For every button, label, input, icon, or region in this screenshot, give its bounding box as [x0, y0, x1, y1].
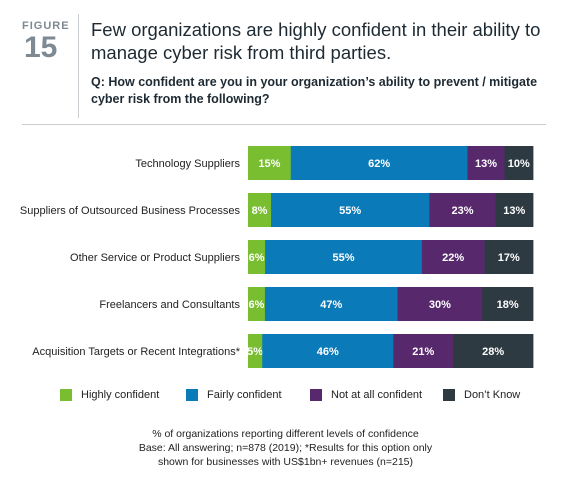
chart-footnote: % of organizations reporting different l…	[0, 427, 571, 469]
chart-legend: Highly confident Fairly confident Not at…	[0, 389, 571, 409]
survey-question: Q: How confident are you in your organiz…	[91, 75, 538, 106]
legend-label-highly-confident: Highly confident	[81, 389, 160, 401]
legend-swatch-not-at-all-confident	[310, 389, 322, 401]
chart-title: Few organizations are highly confident i…	[91, 19, 541, 63]
bar-segment-highly-confident	[248, 146, 292, 180]
data-label-highly-confident: 8%	[252, 205, 268, 217]
bar-segment-not-at-all-confident	[421, 240, 485, 274]
bar-segment-fairly-confident	[264, 287, 398, 321]
bar-segment-fairly-confident	[265, 240, 423, 274]
bar-segment-not-at-all-confident	[393, 334, 454, 368]
data-label-highly-confident: 15%	[258, 158, 280, 170]
bar-segment-not-at-all-confident	[429, 193, 496, 227]
data-label-don-t-know: 10%	[508, 158, 530, 170]
legend-swatch-dont-know	[443, 389, 455, 401]
bar-segment-fairly-confident	[262, 334, 394, 368]
bar-segment-don-t-know	[495, 193, 534, 227]
category-label: Freelancers and Consultants	[99, 299, 240, 311]
figure-number: 15	[24, 31, 58, 64]
legend-label-fairly-confident: Fairly confident	[207, 389, 282, 401]
data-label-don-t-know: 28%	[482, 346, 504, 358]
bar-segment-highly-confident	[248, 287, 266, 321]
bar-segment-fairly-confident	[271, 193, 430, 227]
data-label-not-at-all-confident: 13%	[475, 158, 497, 170]
legend-swatch-highly-confident	[60, 389, 72, 401]
legend-item-fairly-confident: Fairly confident	[186, 389, 282, 401]
data-label-fairly-confident: 46%	[317, 346, 339, 358]
data-label-fairly-confident: 55%	[332, 252, 354, 264]
category-label: Acquisition Targets or Recent Integratio…	[32, 346, 240, 358]
bar-segment-not-at-all-confident	[467, 146, 505, 180]
data-label-not-at-all-confident: 23%	[451, 205, 473, 217]
header-divider-horizontal	[22, 124, 546, 125]
data-label-don-t-know: 13%	[503, 205, 525, 217]
category-label: Suppliers of Outsourced Business Process…	[20, 205, 241, 217]
data-label-highly-confident: 6%	[249, 252, 265, 264]
bar-segment-fairly-confident	[290, 146, 468, 180]
legend-swatch-fairly-confident	[186, 389, 198, 401]
header-divider-vertical	[78, 14, 79, 118]
bar-segment-highly-confident	[248, 193, 272, 227]
data-label-not-at-all-confident: 22%	[442, 252, 464, 264]
bar-segment-highly-confident	[248, 240, 266, 274]
stacked-bar-chart: Technology Suppliers 15% 62% 13% 10% Supplier…	[20, 146, 534, 368]
legend-label-dont-know: Don’t Know	[464, 389, 521, 401]
data-label-highly-confident: 6%	[249, 299, 265, 311]
bar-segment-don-t-know	[482, 287, 534, 321]
data-label-fairly-confident: 47%	[320, 299, 342, 311]
legend-label-not-at-all-confident: Not at all confident	[331, 389, 423, 401]
bar-segment-don-t-know	[504, 146, 534, 180]
data-label-not-at-all-confident: 30%	[429, 299, 451, 311]
legend-item-not-at-all-confident: Not at all confident	[310, 389, 422, 401]
data-label-fairly-confident: 62%	[368, 158, 390, 170]
data-label-fairly-confident: 55%	[339, 205, 361, 217]
legend-item-dont-know: Don’t Know	[443, 389, 520, 401]
data-label-not-at-all-confident: 21%	[412, 346, 434, 358]
footnote-line-1: % of organizations reporting different l…	[152, 428, 419, 440]
bar-segment-don-t-know	[484, 240, 534, 274]
footnote-line-2: Base: All answering; n=878 (2019); *Resu…	[138, 442, 433, 454]
figure-label: FIGURE	[22, 20, 70, 32]
category-label: Other Service or Product Suppliers	[70, 252, 240, 264]
data-label-don-t-know: 17%	[498, 252, 520, 264]
footnote-line-3: shown for businesses with US$1bn+ revenu…	[157, 456, 414, 468]
data-label-don-t-know: 18%	[497, 299, 519, 311]
bar-segment-don-t-know	[453, 334, 534, 368]
category-label: Technology Suppliers	[135, 158, 240, 170]
bar-segment-highly-confident	[248, 334, 263, 368]
data-label-highly-confident: 5%	[247, 346, 263, 358]
legend-item-highly-confident: Highly confident	[60, 389, 159, 401]
bar-segment-not-at-all-confident	[397, 287, 483, 321]
